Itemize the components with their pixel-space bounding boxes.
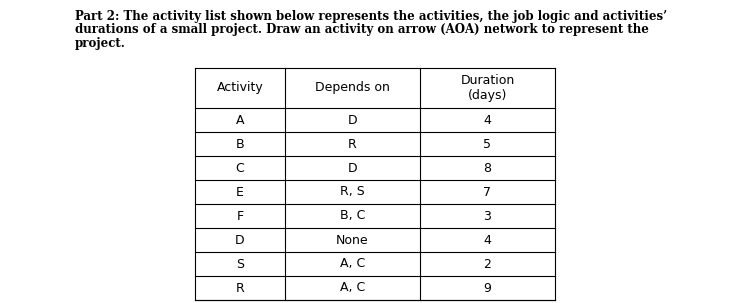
Text: A: A: [236, 114, 244, 126]
Text: D: D: [236, 234, 244, 247]
Text: B: B: [236, 138, 244, 151]
Text: 9: 9: [484, 281, 491, 295]
Text: None: None: [336, 234, 369, 247]
Text: 2: 2: [484, 258, 491, 271]
Text: durations of a small project. Draw an activity on arrow (AOA) network to represe: durations of a small project. Draw an ac…: [75, 24, 649, 36]
Text: A, C: A, C: [340, 258, 365, 271]
Text: 8: 8: [484, 161, 491, 175]
Text: S: S: [236, 258, 244, 271]
Text: C: C: [236, 161, 244, 175]
Text: R: R: [236, 281, 244, 295]
Text: R, S: R, S: [340, 185, 364, 198]
Text: B, C: B, C: [340, 209, 365, 222]
Text: R: R: [348, 138, 357, 151]
Text: Activity: Activity: [217, 82, 263, 95]
Text: D: D: [348, 161, 357, 175]
Text: project.: project.: [75, 37, 126, 50]
Text: Depends on: Depends on: [315, 82, 390, 95]
Text: Part 2: The activity list shown below represents the activities, the job logic a: Part 2: The activity list shown below re…: [75, 10, 668, 23]
Text: 4: 4: [484, 114, 491, 126]
Text: F: F: [236, 209, 244, 222]
Text: 7: 7: [484, 185, 491, 198]
Text: A, C: A, C: [340, 281, 365, 295]
Text: Duration
(days): Duration (days): [460, 74, 514, 102]
Text: 5: 5: [484, 138, 491, 151]
Text: 3: 3: [484, 209, 491, 222]
Text: D: D: [348, 114, 357, 126]
Text: E: E: [236, 185, 244, 198]
Text: 4: 4: [484, 234, 491, 247]
